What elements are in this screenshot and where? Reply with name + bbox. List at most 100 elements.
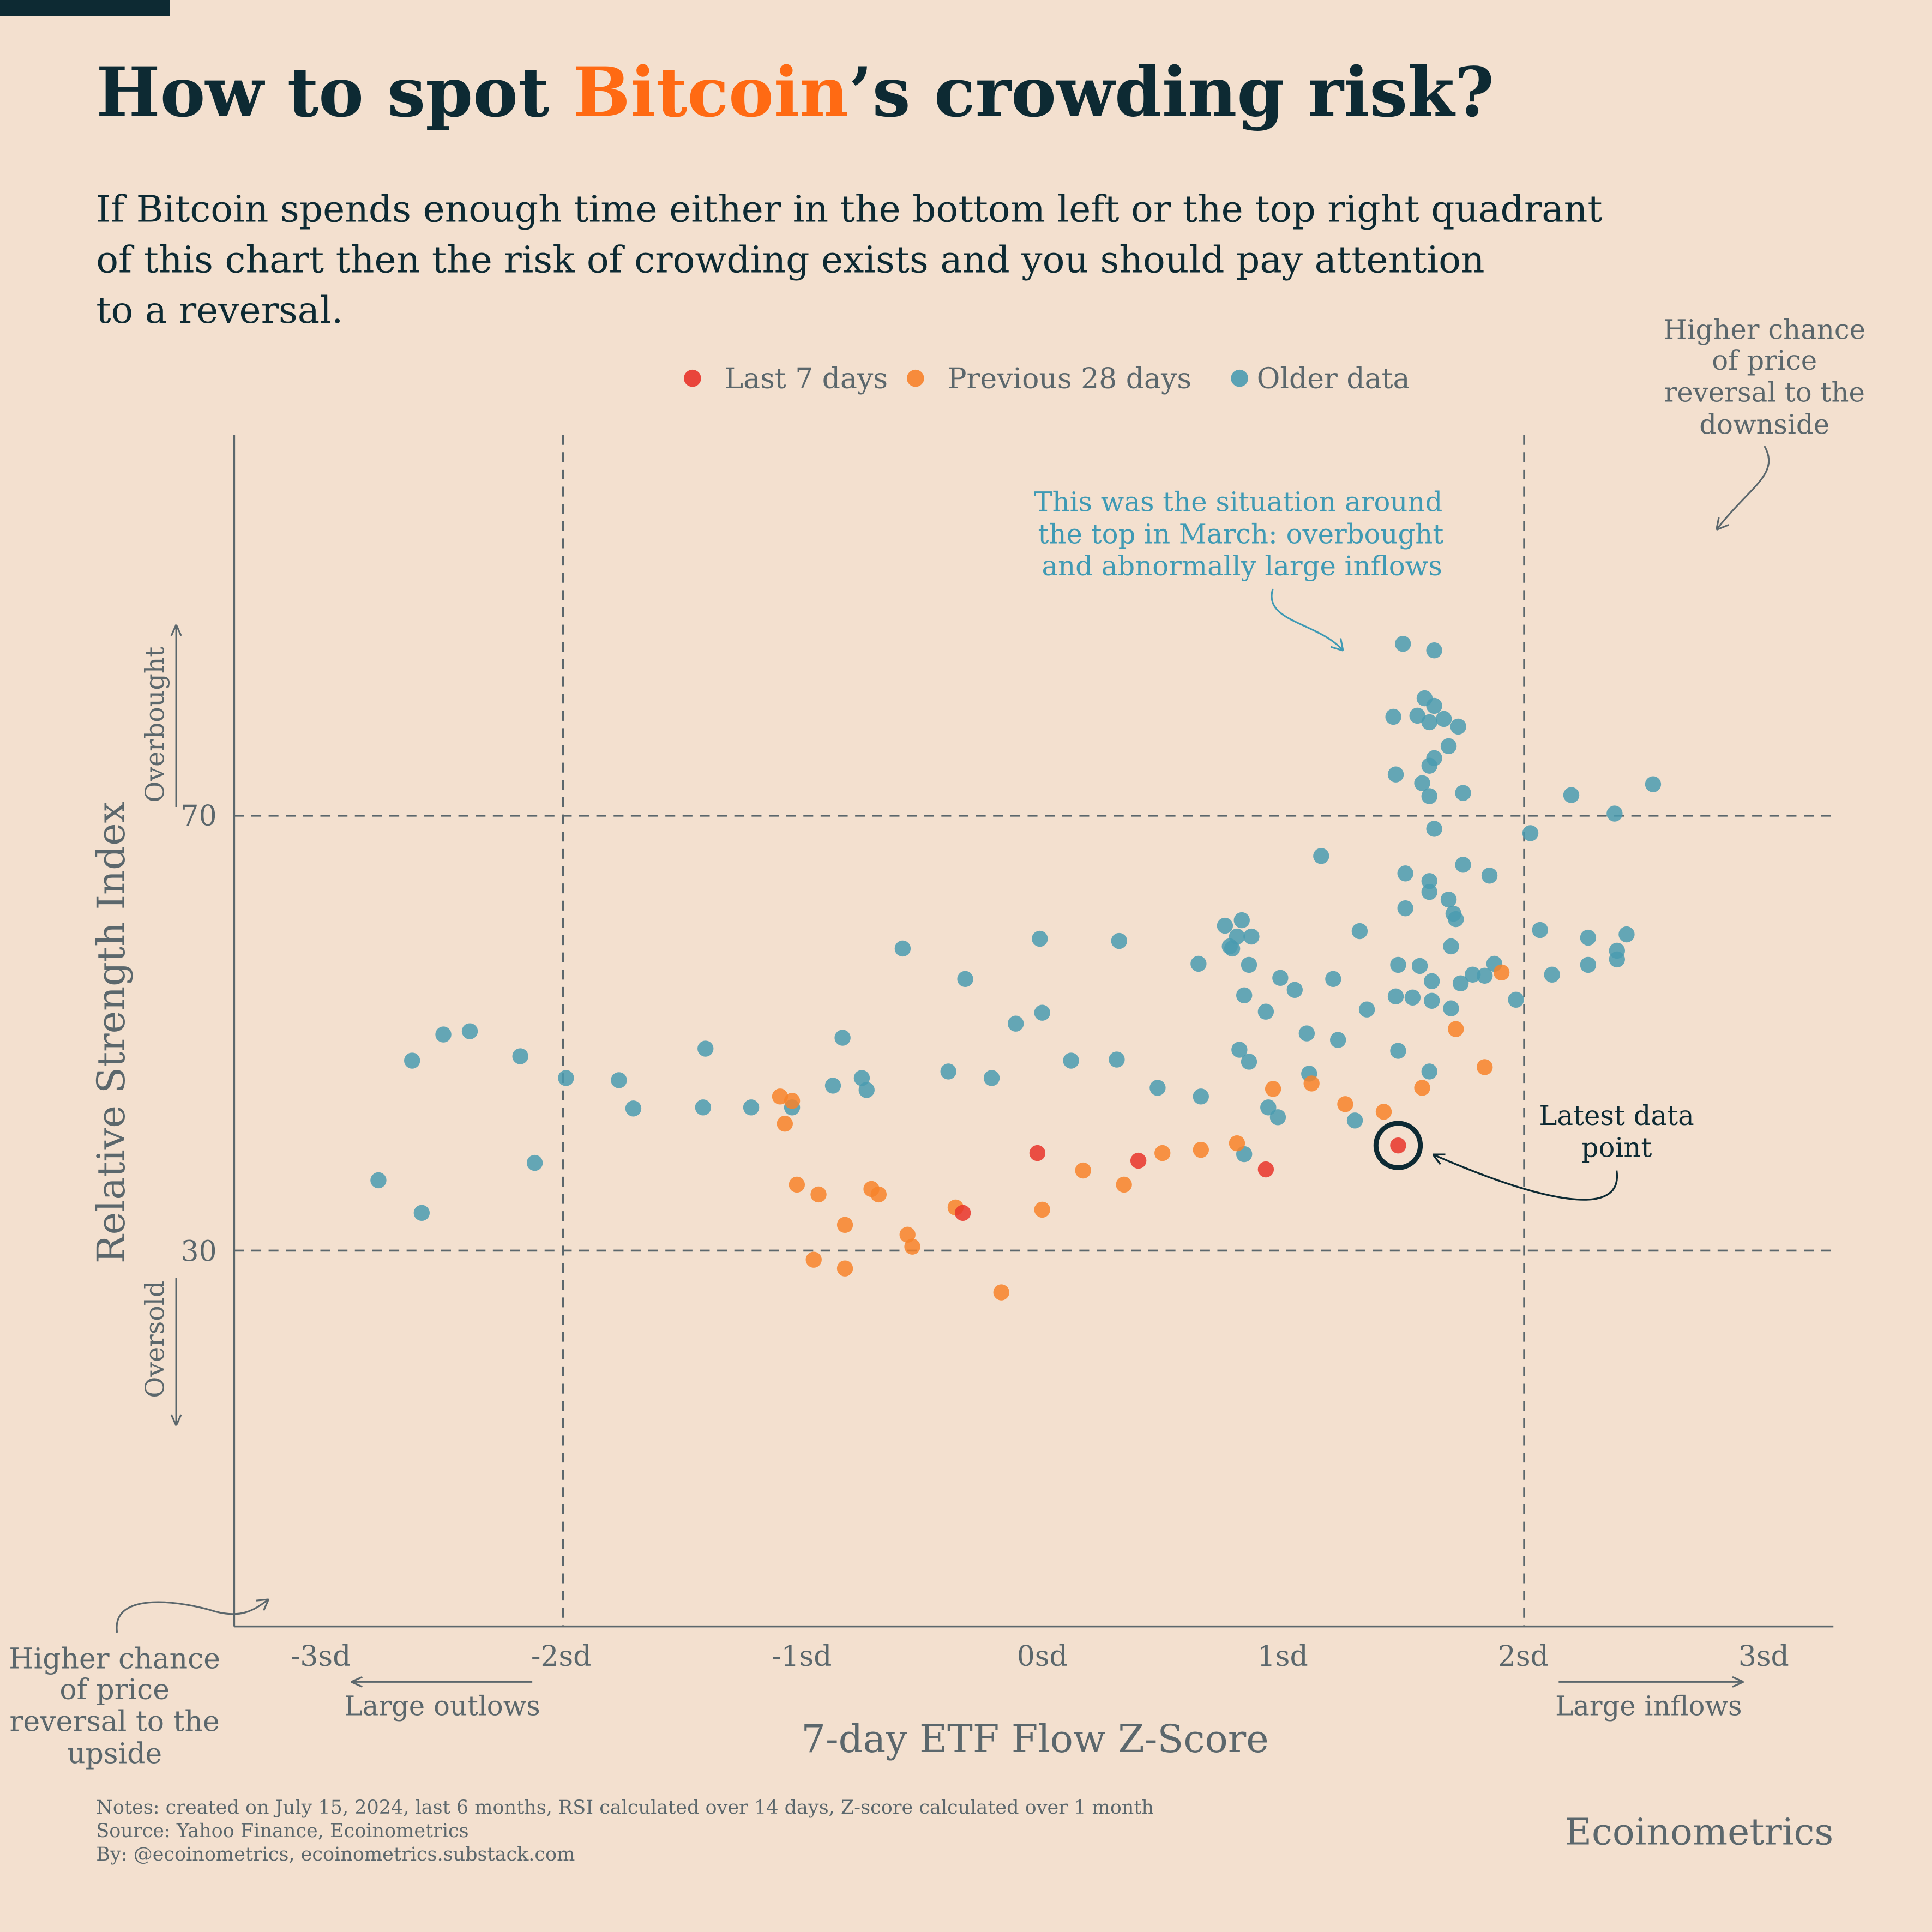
point-previous-28-days <box>1154 1145 1171 1161</box>
point-older-data <box>435 1026 452 1043</box>
note-line: Higher chance <box>9 1642 220 1675</box>
right-arrow-icon <box>1558 1676 1744 1688</box>
point-older-data <box>1260 1099 1277 1116</box>
point-older-data <box>1421 757 1437 774</box>
point-older-data <box>1387 766 1404 783</box>
x-tick-labels: -3sd -2sd -1sd 0sd 1sd 2sd 3sd <box>291 1640 1789 1673</box>
subtitle-line: of this chart then the risk of crowding … <box>96 238 1484 281</box>
x-tick-label: 3sd <box>1738 1640 1789 1673</box>
latest-point-ring <box>1373 1121 1423 1170</box>
point-older-data <box>625 1100 642 1117</box>
point-previous-28-days <box>1414 1080 1430 1096</box>
point-previous-28-days <box>1493 964 1510 981</box>
left-arrow-icon <box>351 1676 533 1688</box>
point-older-data <box>1325 971 1341 988</box>
point-older-data <box>834 1030 851 1046</box>
point-previous-28-days <box>772 1088 789 1105</box>
point-older-data <box>894 940 911 957</box>
point-older-data <box>1404 989 1421 1006</box>
point-older-data <box>1440 738 1457 755</box>
y-tick-label: 70 <box>181 800 217 833</box>
downside-note: Higher chance of price reversal to the d… <box>1663 314 1865 440</box>
point-older-data <box>1450 718 1466 735</box>
point-older-data <box>413 1205 430 1221</box>
point-older-data <box>1414 775 1430 791</box>
note-line: reversal to the <box>10 1706 220 1738</box>
point-older-data <box>1508 991 1524 1008</box>
point-last-7-days <box>1130 1152 1147 1169</box>
subtitle: If Bitcoin spends enough time either in … <box>96 188 1602 332</box>
note-line: reversal to the <box>1664 377 1865 408</box>
point-older-data <box>1424 973 1440 990</box>
point-older-data <box>1606 805 1623 822</box>
title-pre: How to spot <box>96 52 573 132</box>
point-older-data <box>1455 785 1471 801</box>
note-line: of price <box>59 1674 170 1706</box>
annotation-line: the top in March: overbought <box>1038 518 1443 550</box>
point-older-data <box>1477 967 1493 984</box>
point-older-data <box>1231 1042 1248 1058</box>
point-older-data <box>1387 988 1404 1004</box>
overbought-label: Overbought <box>141 647 171 803</box>
point-older-data <box>824 1078 841 1094</box>
point-older-data <box>983 1070 1000 1086</box>
point-older-data <box>1008 1015 1024 1032</box>
point-previous-28-days <box>1265 1081 1281 1097</box>
point-older-data <box>1236 987 1253 1003</box>
point-older-data <box>1580 956 1597 973</box>
point-older-data <box>858 1082 875 1098</box>
down-arrow-icon <box>170 1278 182 1426</box>
point-older-data <box>1032 930 1048 947</box>
point-older-data <box>1443 1000 1459 1016</box>
point-older-data <box>1193 1088 1209 1105</box>
upside-note: Higher chance of price reversal to the u… <box>9 1642 220 1770</box>
point-older-data <box>1298 1025 1315 1042</box>
point-older-data <box>1440 891 1457 908</box>
latest-arrow-icon <box>1432 1153 1618 1201</box>
point-previous-28-days <box>870 1186 887 1203</box>
legend-marker-last7 <box>684 369 701 387</box>
source-line: Source: Yahoo Finance, Ecoinometrics <box>96 1820 468 1842</box>
point-older-data <box>1243 928 1260 945</box>
point-previous-28-days <box>1034 1201 1050 1218</box>
downside-arrow-icon <box>1716 446 1770 531</box>
subtitle-line: to a reversal. <box>96 288 343 332</box>
y-axis-label: Relative Strength Index <box>89 802 134 1263</box>
point-last-7-days <box>1390 1137 1406 1154</box>
y-tick-label: 30 <box>181 1235 217 1268</box>
point-older-data <box>1424 992 1440 1009</box>
point-older-data <box>526 1154 543 1171</box>
point-older-data <box>1421 1063 1437 1080</box>
point-previous-28-days <box>836 1260 853 1277</box>
point-previous-28-days <box>810 1186 827 1203</box>
point-older-data <box>1233 912 1250 929</box>
point-older-data <box>1421 884 1437 900</box>
point-older-data <box>1241 1054 1257 1070</box>
brand-logo: Ecoinometrics <box>1565 1810 1834 1853</box>
point-older-data <box>940 1063 956 1080</box>
point-previous-28-days <box>1375 1104 1392 1120</box>
point-older-data <box>1063 1052 1079 1069</box>
point-older-data <box>611 1072 627 1088</box>
legend-label-last7: Last 7 days <box>725 363 888 395</box>
point-last-7-days <box>954 1205 971 1221</box>
point-older-data <box>1286 982 1303 998</box>
x-tick-label: 2sd <box>1498 1640 1549 1673</box>
large-outflows-label: Large outlows <box>345 1690 540 1722</box>
upside-arrow-icon <box>116 1598 270 1633</box>
point-older-data <box>1544 966 1560 983</box>
point-older-data <box>1390 1043 1406 1059</box>
point-older-data <box>1443 938 1459 955</box>
top-accent-bar <box>0 0 170 16</box>
point-older-data <box>1385 708 1401 725</box>
point-previous-28-days <box>1193 1141 1209 1158</box>
point-older-data <box>1421 788 1437 804</box>
point-older-data <box>1241 956 1257 973</box>
point-previous-28-days <box>1448 1021 1464 1037</box>
point-older-data <box>461 1023 478 1039</box>
point-last-7-days <box>1257 1161 1274 1178</box>
point-previous-28-days <box>1477 1059 1493 1075</box>
point-previous-28-days <box>805 1251 822 1268</box>
point-older-data <box>743 1099 760 1116</box>
